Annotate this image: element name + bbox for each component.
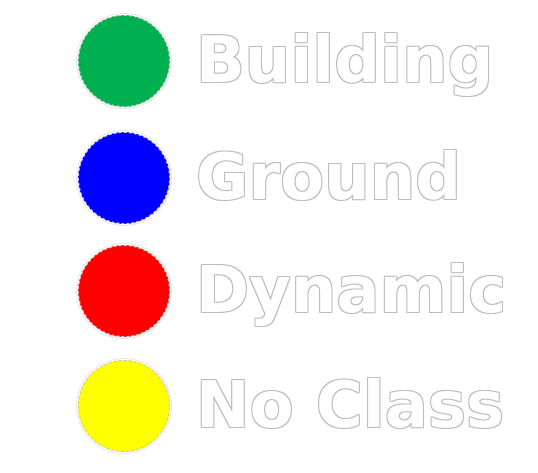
legend-item-no-class: No Class bbox=[78, 358, 504, 454]
legend-label-no-class: No Class bbox=[196, 369, 505, 443]
legend-swatch-no-class bbox=[78, 360, 170, 452]
legend-swatch-dynamic bbox=[78, 245, 170, 337]
legend-label-ground: Ground bbox=[196, 141, 461, 215]
legend-label-dynamic: Dynamic bbox=[196, 254, 507, 328]
legend-label-building: Building bbox=[196, 24, 494, 98]
legend-item-ground: Ground bbox=[78, 130, 461, 226]
legend-swatch-ground bbox=[78, 132, 170, 224]
legend-item-building: Building bbox=[78, 13, 493, 109]
legend-swatch-building bbox=[78, 15, 170, 107]
legend-item-dynamic: Dynamic bbox=[78, 243, 506, 339]
